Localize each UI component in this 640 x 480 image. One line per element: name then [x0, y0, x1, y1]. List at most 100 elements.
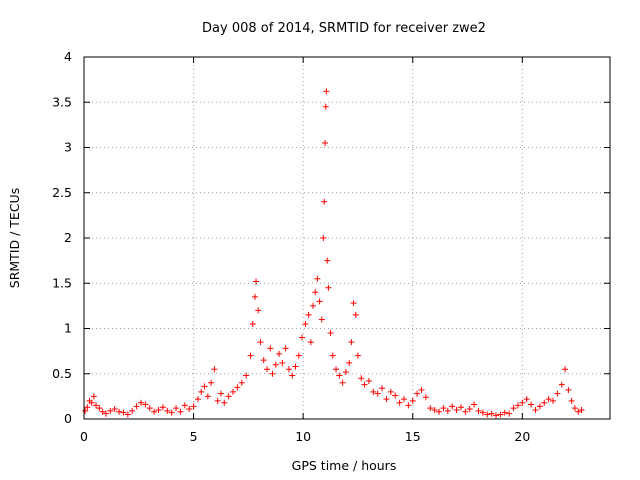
data-point — [528, 401, 535, 408]
data-point — [111, 406, 118, 413]
data-point — [314, 275, 321, 282]
data-point — [251, 293, 258, 300]
data-point — [243, 372, 250, 379]
y-tick-label: 2.5 — [52, 185, 72, 200]
data-point — [230, 388, 237, 395]
data-point — [405, 402, 412, 409]
data-point — [282, 345, 289, 352]
data-point — [488, 410, 495, 417]
data-point — [358, 375, 365, 382]
data-point — [211, 366, 218, 373]
data-point — [82, 407, 89, 414]
data-point — [90, 393, 97, 400]
data-point — [173, 405, 180, 412]
data-point — [324, 257, 331, 264]
data-point — [422, 394, 429, 401]
data-point — [190, 403, 197, 410]
data-point — [414, 390, 421, 397]
data-point — [568, 397, 575, 404]
data-point — [418, 387, 425, 394]
data-point — [305, 311, 312, 318]
data-point — [348, 339, 355, 346]
data-point — [151, 408, 158, 415]
data-point — [201, 383, 208, 390]
data-point — [181, 402, 188, 409]
data-point — [444, 407, 451, 414]
data-point — [257, 339, 264, 346]
data-point — [383, 396, 390, 403]
x-tick-label: 20 — [514, 429, 530, 444]
data-point — [142, 401, 149, 408]
data-point — [88, 399, 95, 406]
data-point — [204, 393, 211, 400]
data-point — [562, 366, 569, 373]
data-point — [276, 350, 283, 357]
data-point — [159, 404, 166, 411]
y-tick-label: 1 — [64, 321, 72, 336]
data-point — [327, 330, 334, 337]
data-point — [392, 392, 399, 399]
data-point — [322, 103, 329, 110]
data-point — [146, 405, 153, 412]
data-point — [272, 361, 279, 368]
data-point — [198, 388, 205, 395]
data-point — [225, 393, 232, 400]
data-point — [253, 278, 260, 285]
data-point — [264, 366, 271, 373]
data-point — [475, 407, 482, 414]
data-point — [493, 412, 500, 419]
data-point — [558, 381, 565, 388]
data-point — [316, 298, 323, 305]
data-point — [339, 379, 346, 386]
x-tick-label: 0 — [80, 429, 88, 444]
data-point — [479, 409, 486, 416]
data-point — [124, 411, 131, 418]
x-axis-label: GPS time / hours — [292, 458, 397, 473]
data-point — [578, 406, 585, 413]
data-point — [238, 379, 245, 386]
data-point — [427, 405, 434, 412]
data-point — [346, 359, 353, 366]
data-point — [267, 345, 274, 352]
data-point — [221, 399, 228, 406]
data-point — [320, 235, 327, 241]
data-point — [514, 402, 521, 409]
plot-frame — [83, 56, 611, 420]
data-point — [255, 307, 262, 314]
data-point — [523, 396, 530, 403]
data-point — [350, 300, 357, 307]
data-point — [295, 352, 302, 359]
data-point — [457, 404, 464, 411]
data-point — [208, 379, 215, 386]
data-point — [361, 381, 368, 388]
data-point — [186, 406, 193, 413]
data-point — [129, 407, 136, 414]
data-point — [400, 396, 407, 403]
x-tick-label: 10 — [295, 429, 311, 444]
data-point — [571, 405, 578, 412]
data-point — [342, 368, 349, 375]
y-tick-label: 1.5 — [52, 275, 72, 290]
data-point — [484, 411, 491, 418]
data-point — [352, 311, 359, 318]
data-point — [310, 302, 317, 309]
grid — [84, 57, 610, 419]
data-point — [120, 409, 127, 416]
data-point — [323, 88, 330, 95]
data-point — [177, 408, 184, 415]
data-point — [453, 406, 460, 413]
data-point — [137, 399, 144, 406]
data-point — [506, 410, 513, 417]
data-point — [387, 388, 394, 395]
data-point — [436, 408, 443, 415]
data-point — [379, 385, 386, 392]
data-point — [466, 406, 473, 413]
data-points — [82, 88, 585, 419]
axes: 0 5 10 15 20 0 0.5 1 1.5 2 2.5 3 3.5 4 — [52, 49, 610, 444]
data-point — [440, 405, 447, 412]
data-point — [536, 403, 543, 410]
data-point — [249, 320, 256, 327]
data-point — [164, 407, 171, 414]
data-point — [312, 289, 319, 296]
